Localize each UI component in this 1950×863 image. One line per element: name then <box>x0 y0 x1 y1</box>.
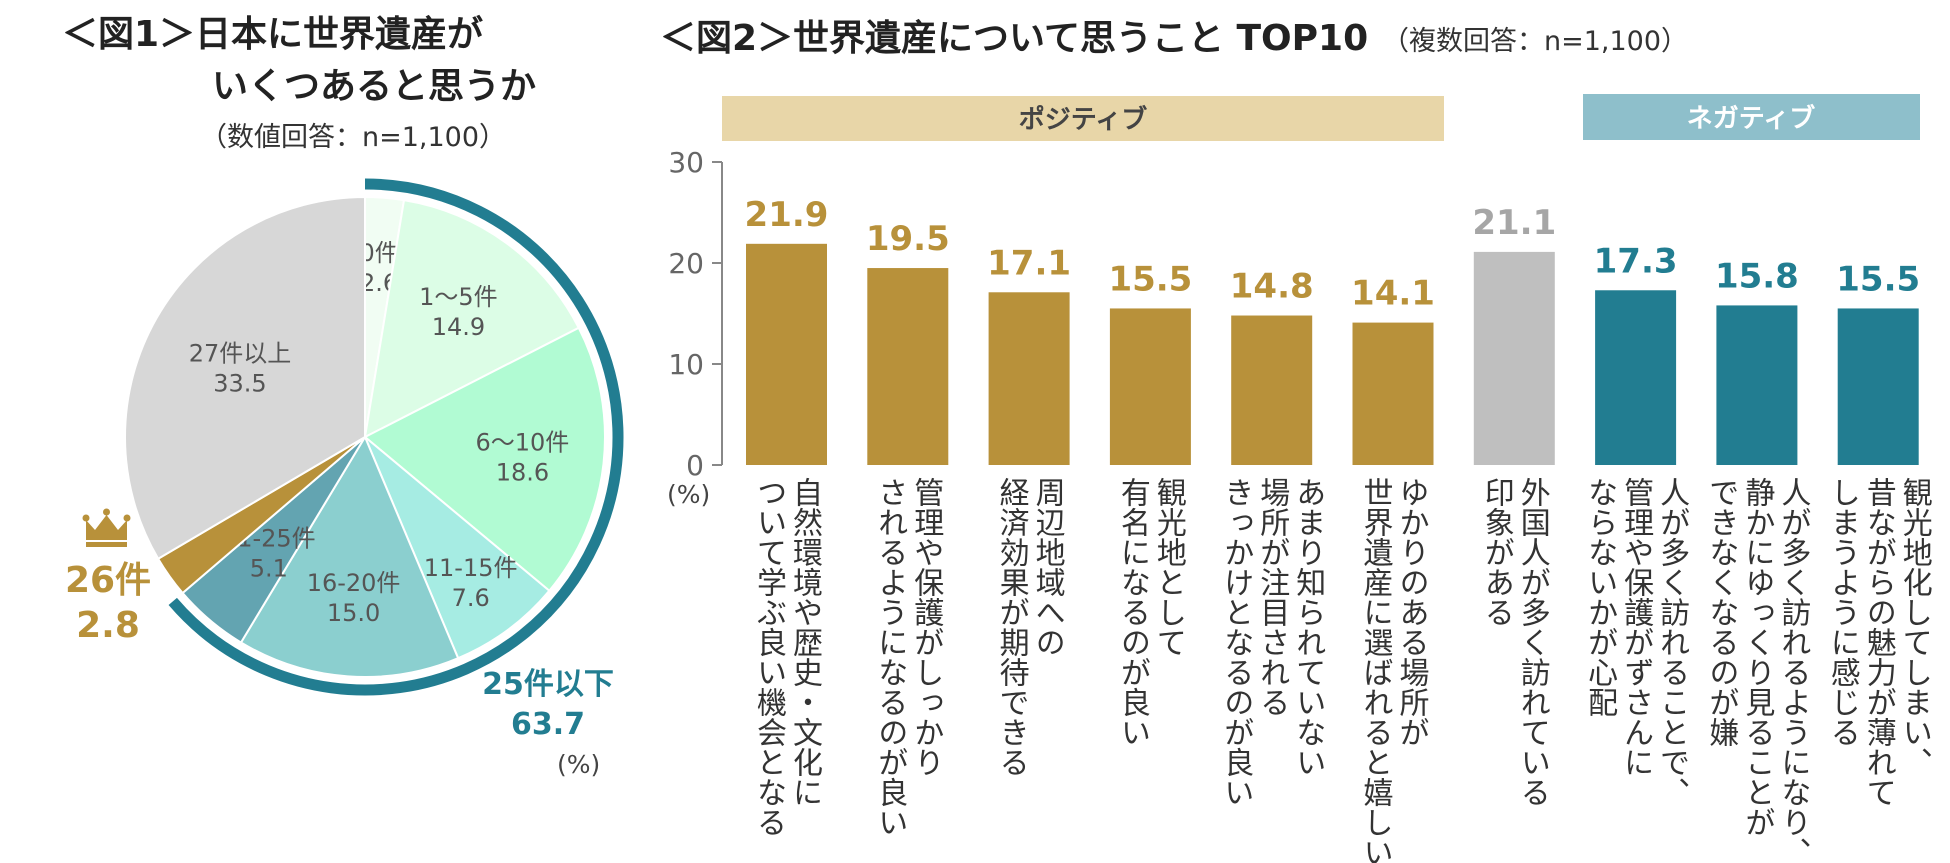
category-label: 自然環境や歴史・文化に <box>787 477 823 807</box>
category-label: 人が多く訪れるようになり、 <box>1775 477 1810 863</box>
bar <box>867 268 949 465</box>
negative-band <box>1583 94 1920 140</box>
category-label: 観光地化してしまい、 <box>1897 477 1933 777</box>
category-label: 有名になるのが良い <box>1115 477 1150 747</box>
pie-slice <box>363 199 581 439</box>
bar <box>1595 290 1677 465</box>
fig2-subtitle: （複数回答：n=1,100） <box>1382 26 1688 57</box>
positive-band <box>722 96 1444 141</box>
category-label: 場所が注目される <box>1254 477 1290 717</box>
pie-bracket-arc <box>168 178 624 696</box>
category-label: 印象がある <box>1479 477 1514 627</box>
category-label: 観光地として <box>1151 477 1187 657</box>
bar <box>1352 322 1434 465</box>
bar-value-label: 17.3 <box>1594 241 1678 281</box>
pie-slice <box>363 326 606 593</box>
pie-slice-label: 1～5件 <box>419 283 498 311</box>
bar <box>1837 308 1919 465</box>
bar <box>988 292 1070 465</box>
pie-slice <box>364 436 551 660</box>
pie-slice-value: 15.0 <box>327 599 380 627</box>
category-label: あまり知られていない <box>1290 477 1326 777</box>
category-label: 管理や保護がしっかり <box>908 477 944 777</box>
y-tick-label: 10 <box>668 348 704 381</box>
category-label: 人が多く訪れることで、 <box>1654 477 1689 807</box>
negative-band-label: ネガティブ <box>1687 103 1815 134</box>
bracket-label: 25件以下 <box>482 667 614 702</box>
category-label: 世界遺産に選ばれると嬉しい <box>1358 477 1394 863</box>
pie-slice <box>124 195 366 561</box>
pie-slice <box>239 434 460 678</box>
category-label: されるようになるのが良い <box>872 477 907 837</box>
fig1-title-line1: ＜図1＞日本に世界遺産が <box>62 14 483 55</box>
bar-value-label: 14.8 <box>1230 267 1314 307</box>
bar-value-label: 21.9 <box>745 195 829 235</box>
pie-slice-label: 6～10件 <box>476 429 570 457</box>
pie-slice-value: 33.5 <box>213 370 266 398</box>
pie-chart: 0件2.61～5件14.96～10件18.611-15件7.616-20件15.… <box>124 195 606 678</box>
fig2-unit: (%) <box>667 480 710 509</box>
category-label: 外国人が多く訪れている <box>1515 477 1550 807</box>
fig1-subtitle: （数値回答：n=1,100） <box>200 122 506 153</box>
category-label: 周辺地域への <box>1030 477 1066 657</box>
bar <box>746 243 827 465</box>
highlight-value: 2.8 <box>76 605 140 646</box>
bar <box>1109 308 1191 465</box>
pie-slice-value: 14.9 <box>432 313 485 341</box>
category-label: 経済効果が期待できる <box>994 477 1030 777</box>
highlight-label: 26件 <box>65 560 151 601</box>
positive-band-label: ポジティブ <box>1019 104 1147 135</box>
pie-slice-label: 27件以上 <box>189 340 292 368</box>
category-label: しまうように感じる <box>1825 477 1860 747</box>
bar-value-label: 15.8 <box>1715 256 1799 296</box>
category-label: 昔ながらの魅力が薄れて <box>1861 477 1896 807</box>
pie-slice-label: 16-20件 <box>307 569 401 597</box>
category-label: きっかけとなるのが良い <box>1218 477 1253 807</box>
category-label: ついて学ぶ良い機会となる <box>751 477 787 837</box>
pie-slice-value: 5.1 <box>250 555 288 583</box>
y-tick-label: 30 <box>668 146 704 179</box>
pie-slice-value: 18.6 <box>496 459 549 487</box>
crown-icon <box>82 508 131 547</box>
bar <box>1473 251 1555 465</box>
category-label: 静かにゆっくり見ることが <box>1739 477 1774 837</box>
bar-value-label: 19.5 <box>866 219 950 259</box>
bracket-value: 63.7 <box>511 707 585 742</box>
y-tick-label: 0 <box>686 449 704 482</box>
fig1-title-line2: いくつあると思うか <box>212 66 536 107</box>
fig2-title: ＜図2＞世界遺産について思うこと TOP10 <box>660 18 1368 59</box>
pie-slice-value: 7.6 <box>452 584 490 612</box>
category-label: 管理や保護がずさんに <box>1618 477 1654 777</box>
bar-value-label: 15.5 <box>1836 259 1920 299</box>
bar-value-label: 14.1 <box>1351 274 1435 314</box>
bar <box>1231 315 1313 465</box>
bar-value-label: 17.1 <box>987 243 1071 283</box>
bar <box>1716 305 1798 465</box>
y-tick-label: 20 <box>668 247 704 280</box>
category-label: ゆかりのある場所が <box>1394 477 1430 747</box>
category-label: できなくなるのが嫌 <box>1703 477 1739 747</box>
pie-slice-label: 11-15件 <box>424 554 518 582</box>
bar-value-label: 21.1 <box>1472 203 1556 243</box>
category-label: ならないかが心配 <box>1582 477 1617 717</box>
fig1-unit: (%) <box>557 750 600 779</box>
bar-value-label: 15.5 <box>1108 259 1192 299</box>
